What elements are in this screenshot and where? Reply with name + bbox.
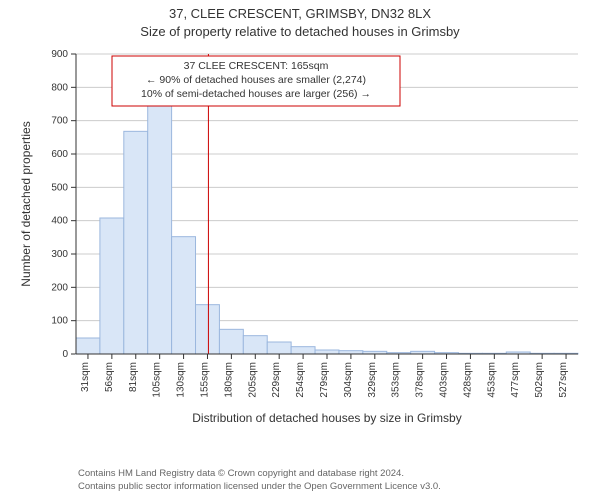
figure-container: 37, CLEE CRESCENT, GRIMSBY, DN32 8LX Siz…: [0, 0, 600, 500]
svg-text:81sqm: 81sqm: [128, 362, 139, 392]
svg-text:500: 500: [51, 182, 68, 193]
svg-text:100: 100: [51, 316, 68, 327]
svg-text:254sqm: 254sqm: [295, 362, 306, 398]
svg-text:900: 900: [51, 49, 68, 60]
svg-text:Number of detached properties: Number of detached properties: [19, 121, 33, 286]
svg-text:378sqm: 378sqm: [415, 362, 426, 398]
svg-text:10% of semi-detached houses ar: 10% of semi-detached houses are larger (…: [141, 88, 371, 100]
svg-text:155sqm: 155sqm: [199, 362, 210, 398]
svg-text:353sqm: 353sqm: [391, 362, 402, 398]
svg-text:0: 0: [62, 349, 68, 360]
page-title-address: 37, CLEE CRESCENT, GRIMSBY, DN32 8LX: [0, 6, 600, 21]
svg-text:31sqm: 31sqm: [80, 362, 91, 392]
svg-text:Distribution of detached house: Distribution of detached houses by size …: [192, 411, 461, 425]
svg-text:400: 400: [51, 216, 68, 227]
svg-text:180sqm: 180sqm: [223, 362, 234, 398]
svg-text:800: 800: [51, 82, 68, 93]
svg-text:300: 300: [51, 249, 68, 260]
svg-text:← 90% of detached houses are s: ← 90% of detached houses are smaller (2,…: [146, 74, 366, 86]
chart-svg: 0 100 200 300 400 500 600 700 800 900 31sqm 56sqm 81…: [12, 48, 588, 448]
svg-text:329sqm: 329sqm: [367, 362, 378, 398]
svg-text:105sqm: 105sqm: [152, 362, 163, 398]
svg-text:453sqm: 453sqm: [486, 362, 497, 398]
svg-text:403sqm: 403sqm: [439, 362, 450, 398]
footer-attribution: Contains HM Land Registry data © Crown c…: [78, 468, 441, 494]
svg-text:600: 600: [51, 149, 68, 160]
svg-text:130sqm: 130sqm: [176, 362, 187, 398]
svg-text:56sqm: 56sqm: [104, 362, 115, 392]
svg-text:37 CLEE CRESCENT: 165sqm: 37 CLEE CRESCENT: 165sqm: [184, 60, 329, 72]
svg-text:502sqm: 502sqm: [534, 362, 545, 398]
svg-text:527sqm: 527sqm: [558, 362, 569, 398]
svg-text:477sqm: 477sqm: [510, 362, 521, 398]
svg-text:304sqm: 304sqm: [343, 362, 354, 398]
footer-line-1: Contains HM Land Registry data © Crown c…: [78, 468, 441, 481]
page-subtitle: Size of property relative to detached ho…: [0, 24, 600, 39]
svg-text:229sqm: 229sqm: [271, 362, 282, 398]
svg-text:700: 700: [51, 116, 68, 127]
svg-text:205sqm: 205sqm: [247, 362, 258, 398]
svg-text:279sqm: 279sqm: [319, 362, 330, 398]
svg-text:428sqm: 428sqm: [462, 362, 473, 398]
svg-text:200: 200: [51, 282, 68, 293]
histogram-chart: 0 100 200 300 400 500 600 700 800 900 31sqm 56sqm 81…: [12, 48, 588, 448]
footer-line-2: Contains public sector information licen…: [78, 481, 441, 494]
